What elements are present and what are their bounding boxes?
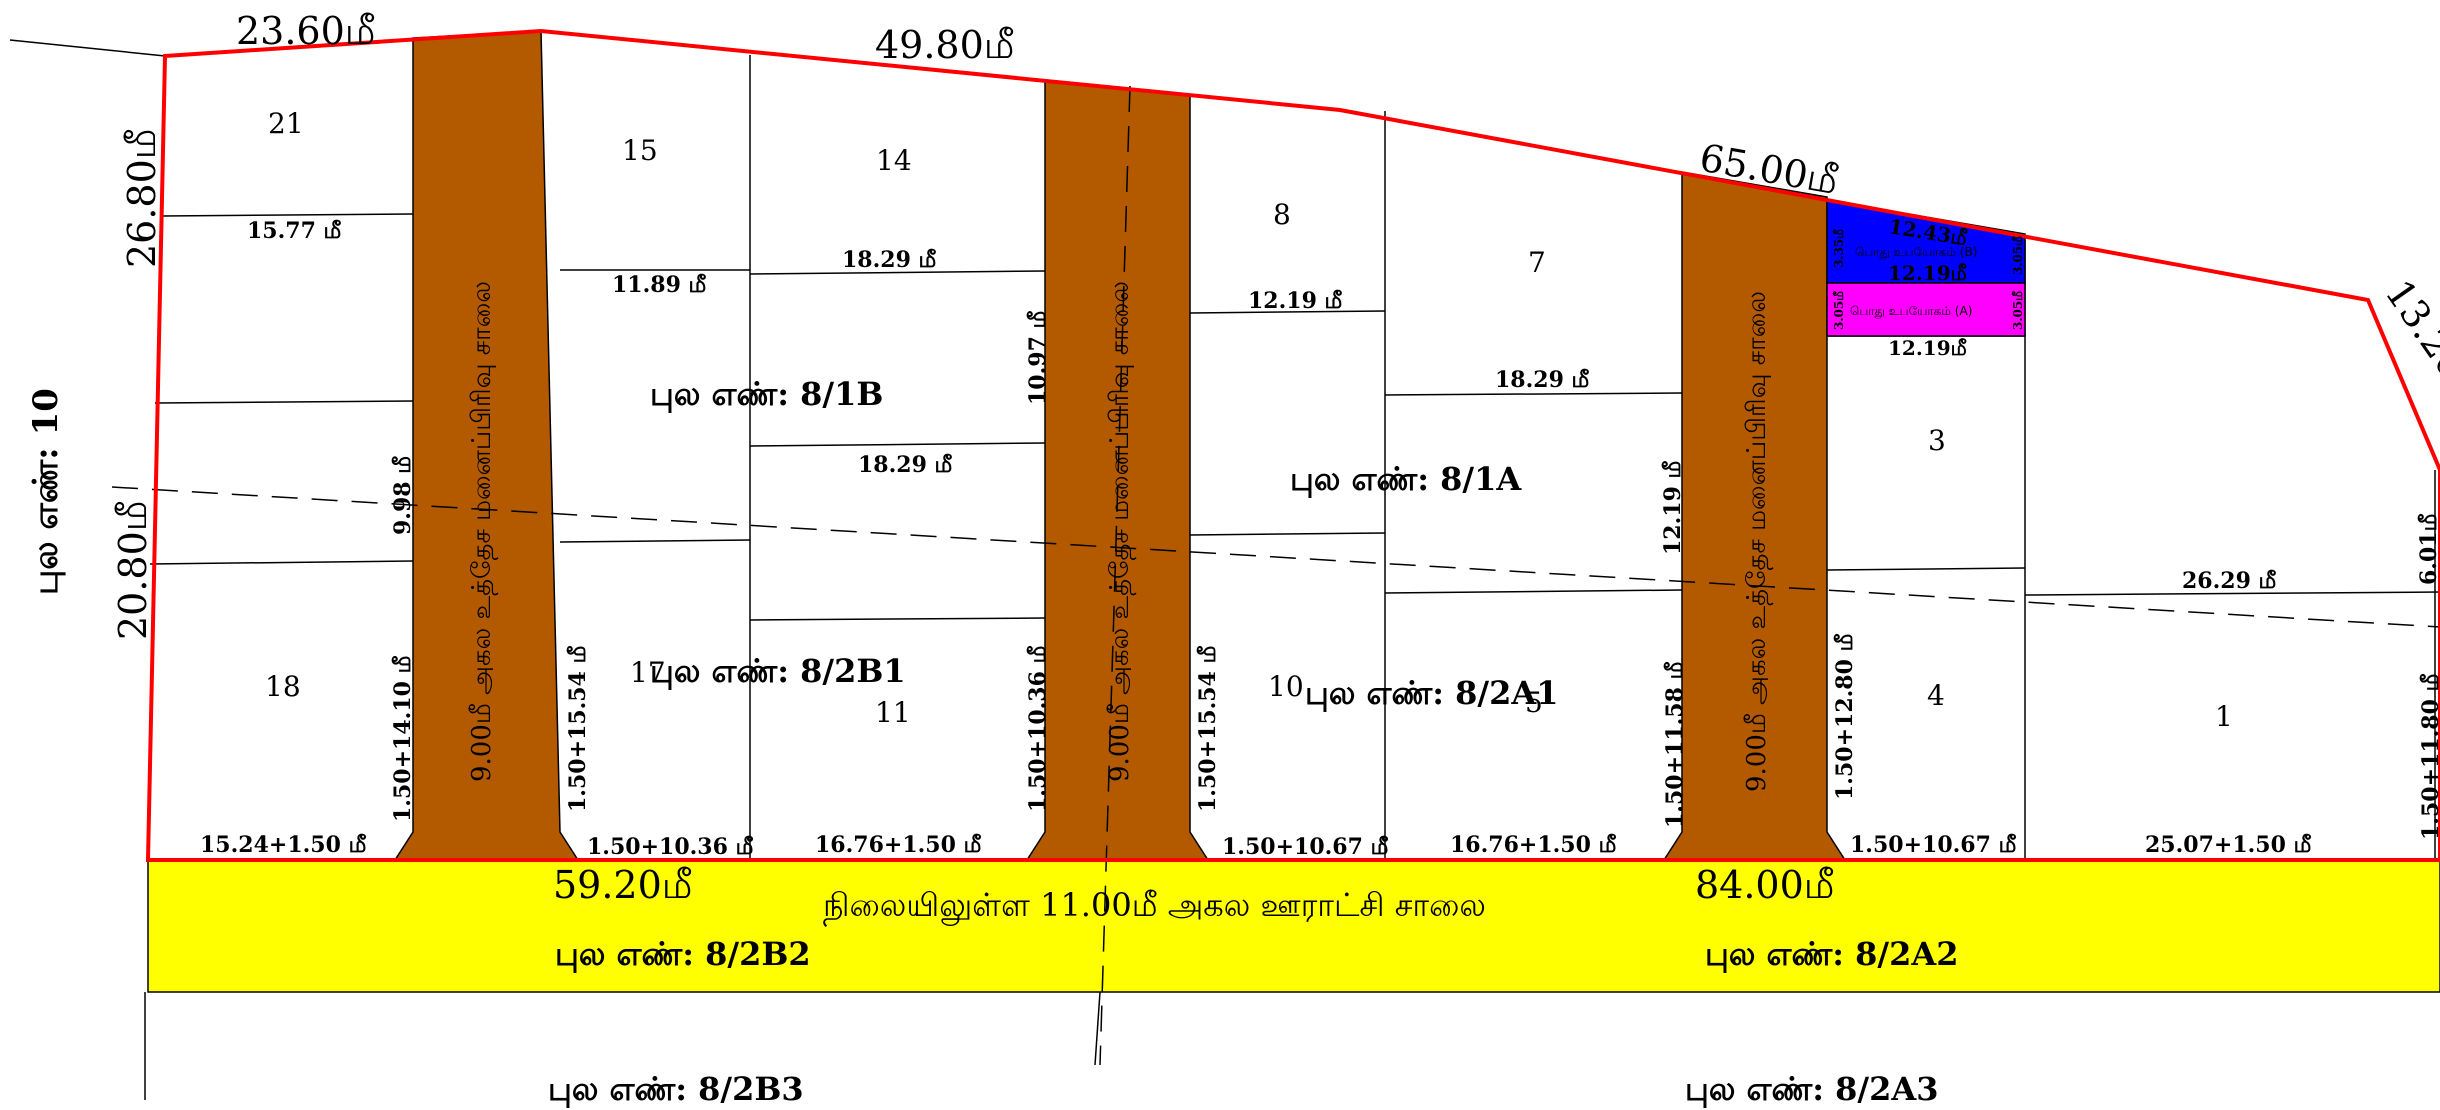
dim-b-15-24: 15.24+1.50 மீ	[200, 832, 367, 858]
dim-26-29: 26.29 மீ	[2182, 568, 2277, 594]
dim-10-97: 10.97 மீ	[1025, 310, 1051, 405]
boundary-dim-se: 84.00மீ	[1695, 863, 1834, 907]
plot-1: 1	[2215, 700, 2233, 733]
dim-18-29-a: 18.29 மீ	[842, 247, 937, 273]
dim-b-10-67-a: 1.50+10.67 மீ	[1222, 834, 1389, 860]
survey-8-2b3: புல எண்: 8/2B3	[548, 1070, 804, 1108]
reserve-b-bottom-dim: 12.19மீ	[1888, 261, 1967, 285]
reserve-a	[1826, 282, 2026, 337]
plot-15: 15	[622, 134, 658, 167]
plot-5: 5	[1525, 686, 1543, 719]
dim-v-14-10: 1.50+14.10 மீ	[390, 655, 416, 822]
survey-8-2b2: புல எண்: 8/2B2	[555, 935, 811, 973]
reserve-a-bottom-dim: 12.19மீ	[1888, 336, 1967, 360]
dim-b-10-36: 1.50+10.36 மீ	[587, 834, 754, 860]
dim-v-11-58: 1.50+11.58 மீ	[1662, 661, 1688, 828]
dim-b-25-07: 25.07+1.50 மீ	[2145, 832, 2312, 858]
plot-3: 3	[1928, 424, 1946, 457]
dim-18-29-c: 18.29 மீ	[1495, 367, 1590, 393]
dim-v-11-80: 1.50+11.80 மீ	[2418, 673, 2440, 840]
reserve-a-right-side: 3.05மீ	[2011, 291, 2025, 330]
reserve-a-label: பொது உபயோகம் (A)	[1850, 304, 1972, 319]
dim-12-19: 12.19 மீ	[1248, 288, 1343, 314]
dim-v-15-54-b: 1.50+15.54 மீ	[1195, 645, 1221, 812]
survey-8-1a: புல எண்: 8/1A	[1290, 460, 1522, 498]
survey-8-2a2: புல எண்: 8/2A2	[1705, 935, 1958, 973]
public-use-reserves	[1826, 199, 2026, 337]
boundary-dim-sw: 59.20மீ	[553, 863, 692, 907]
plot-4: 4	[1927, 679, 1945, 712]
plot-11: 11	[875, 696, 911, 729]
proposed-road-2-label: 9.00மீ அகல உத்தேச மனைப்பிரிவு சாலை	[1105, 281, 1136, 782]
dim-b-10-67-b: 1.50+10.67 மீ	[1850, 832, 2017, 858]
survey-8-2b1: புல எண்: 8/2B1	[650, 652, 906, 690]
survey-8-1b: புல எண்: 8/1B	[650, 375, 883, 413]
boundary-dim-west-lower: 20.80மீ	[111, 501, 155, 640]
plot-7: 7	[1528, 246, 1546, 279]
dim-b-16-76-a: 16.76+1.50 மீ	[815, 832, 982, 858]
site-boundary	[145, 28, 2440, 862]
plot-10: 10	[1268, 670, 1304, 703]
existing-road	[147, 858, 2440, 993]
reserve-a-left-side: 3.05மீ	[1832, 291, 1846, 330]
survey-8-2a3: புல எண்: 8/2A3	[1685, 1070, 1938, 1108]
dim-b-16-76-b: 16.76+1.50 மீ	[1450, 832, 1617, 858]
plot-18: 18	[265, 670, 301, 703]
dim-v-12-80: 1.50+12.80 மீ	[1832, 633, 1858, 800]
survey-west: புல எண்: 10	[26, 388, 66, 595]
proposed-road-3-label: 9.00மீ அகல உத்தேச மனைப்பிரிவு சாலை	[1742, 291, 1773, 792]
survey-dashed-lines	[111, 85, 2440, 1066]
dim-12-19-v: 12.19 மீ	[1660, 460, 1686, 555]
plot-8: 8	[1273, 198, 1291, 231]
dim-15-77: 15.77 மீ	[247, 218, 342, 244]
proposed-road-1-label: 9.00மீ அகல உத்தேச மனைப்பிரிவு சாலை	[467, 281, 498, 782]
existing-road-label: நிலையிலுள்ள 11.00மீ அகல ஊராட்சி சாலை	[823, 886, 1486, 927]
dim-9-98: 9.98 மீ	[390, 456, 416, 535]
survey-8-2a1: புல எண்: 8/2A1	[1305, 674, 1558, 712]
neighbour-lines	[9, 39, 1101, 1100]
boundary-dim-west-upper: 26.80மீ	[120, 129, 164, 268]
boundary-dim-nw: 23.60மீ	[236, 9, 375, 53]
reserve-b-label: பொது உபயோகம் (B)	[1855, 245, 1977, 260]
plot-21: 21	[268, 107, 304, 140]
plot-14: 14	[876, 144, 912, 177]
reserve-b-right-side: 3.05மீ	[2011, 236, 2025, 275]
boundary-dim-north-mid: 49.80மீ	[875, 23, 1014, 67]
dim-6-01: 6.01மீ	[2416, 513, 2440, 585]
dim-v-10-36: 1.50+10.36 மீ	[1025, 645, 1051, 812]
reserve-b-left-side: 3.35மீ	[1832, 229, 1846, 268]
dim-18-29-b: 18.29 மீ	[858, 452, 953, 478]
plot-17: 17	[630, 656, 666, 689]
dim-11-89: 11.89 மீ	[612, 272, 707, 298]
dim-v-15-54-a: 1.50+15.54 மீ	[565, 645, 591, 812]
